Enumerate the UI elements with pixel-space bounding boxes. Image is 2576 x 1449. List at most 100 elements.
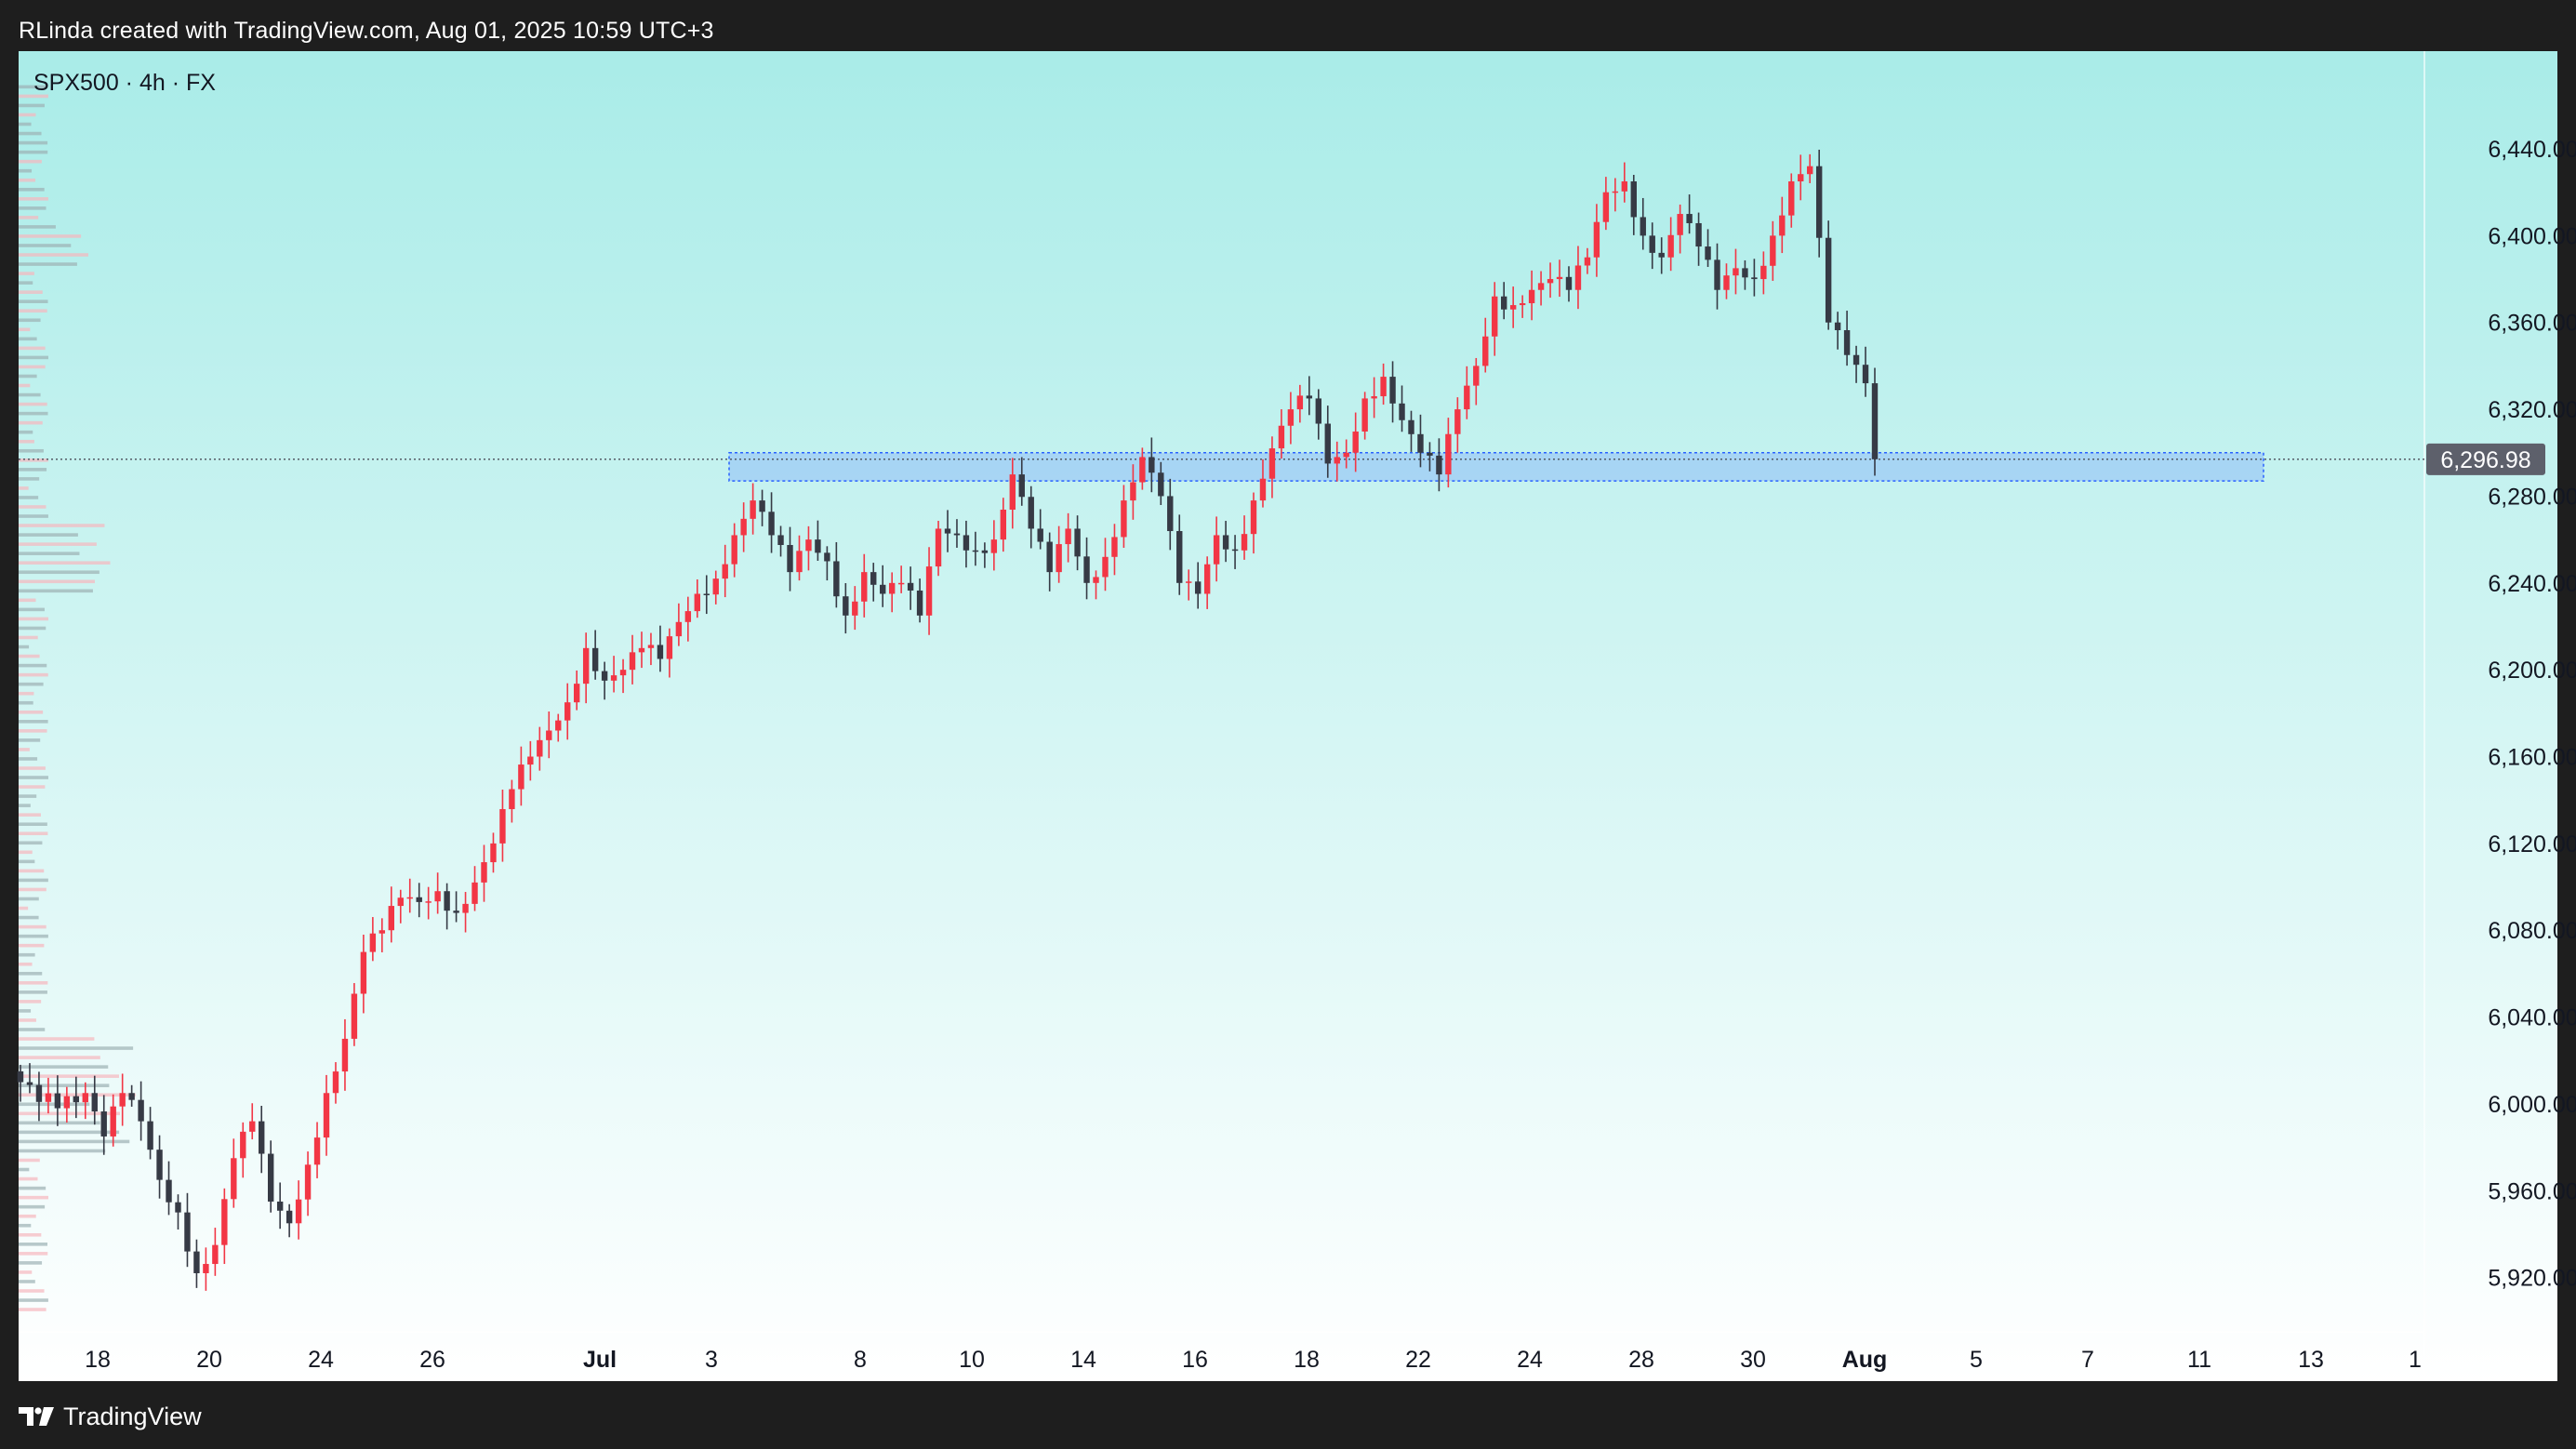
volume-profile-bar (19, 626, 46, 631)
volume-profile-bar (19, 776, 48, 779)
price-tick-label: 5,920.00 (2488, 1266, 2576, 1292)
candle (1464, 366, 1470, 419)
volume-profile-bar (19, 672, 48, 677)
volume-profile-bar (19, 813, 41, 817)
volume-profile-bar (19, 1074, 120, 1078)
tradingview-brand[interactable]: TradingView (19, 1400, 202, 1433)
candle (610, 656, 617, 693)
candle (935, 520, 942, 577)
symbol-label: SPX500 · 4h · FX (33, 70, 216, 96)
candle (1509, 286, 1517, 328)
time-tick-label: 18 (85, 1347, 111, 1373)
candle (1093, 570, 1099, 600)
volume-profile-bar (19, 439, 34, 444)
tradingview-logo-icon (19, 1407, 54, 1426)
candle (341, 1018, 349, 1091)
candle (907, 566, 914, 610)
candle (601, 661, 608, 700)
volume-profile-bar (19, 1176, 38, 1181)
volume-profile-bar (19, 1018, 36, 1022)
candle (1723, 263, 1730, 299)
candle (462, 892, 469, 933)
volume-profile-bar (19, 150, 48, 154)
candle (1278, 409, 1285, 459)
volume-profile-bar (19, 887, 46, 892)
candle (406, 878, 413, 913)
candle (249, 1103, 256, 1140)
volume-profile-bar (19, 1000, 42, 1004)
candle (1056, 525, 1062, 583)
candle (416, 883, 422, 918)
volume-profile-bar (19, 1308, 46, 1311)
candle (1602, 177, 1610, 231)
time-tick-label: 5 (1970, 1347, 1983, 1373)
candle (184, 1192, 191, 1268)
time-tick-label: 24 (308, 1347, 334, 1373)
candle (703, 575, 710, 615)
candle (1454, 397, 1461, 453)
volume-profile-bar (19, 915, 39, 920)
candle (916, 578, 923, 623)
volume-profile-bar (19, 131, 42, 136)
time-tick-label: Aug (1842, 1347, 1888, 1373)
volume-profile-bar (19, 952, 35, 957)
candle (1770, 220, 1776, 281)
volume-profile-bar (19, 1204, 46, 1209)
candle (629, 634, 636, 685)
volume-profile-bar (19, 1223, 32, 1228)
candle (1436, 438, 1442, 492)
volume-profile-bar (19, 598, 36, 603)
candle (1324, 405, 1331, 478)
volume-profile-bar (19, 1139, 130, 1144)
candle (221, 1188, 228, 1265)
candle (378, 918, 386, 952)
candle (35, 1071, 43, 1122)
volume-profile-bar (19, 579, 95, 584)
volume-profile-bar (19, 682, 44, 686)
price-tick-label: 6,240.00 (2488, 571, 2576, 597)
candle (1074, 515, 1081, 571)
candle (1203, 556, 1211, 609)
candle (852, 586, 858, 631)
candle (619, 658, 627, 694)
volume-profile-bar (19, 318, 41, 323)
volume-profile-bar (19, 505, 46, 509)
volume-profile-bar (19, 1186, 46, 1190)
candle (323, 1074, 330, 1156)
candle (740, 502, 747, 552)
candle (1825, 220, 1832, 330)
price-tick-label: 6,440.00 (2488, 137, 2576, 163)
volume-profile-bar (19, 1195, 48, 1200)
time-tick-label: 28 (1628, 1347, 1654, 1373)
candle (527, 740, 534, 781)
volume-profile-bar (19, 943, 45, 948)
candle (925, 547, 933, 635)
candle (1593, 204, 1600, 277)
candle (1065, 512, 1071, 563)
candle (1176, 514, 1183, 595)
volume-profile-bar (19, 496, 39, 499)
price-tick-label: 6,200.00 (2488, 658, 2576, 684)
candle (787, 526, 793, 592)
candle (1834, 312, 1841, 350)
time-tick-label: 30 (1740, 1347, 1766, 1373)
candle (267, 1140, 274, 1213)
candles-layer (17, 149, 1879, 1291)
time-tick-label: 26 (419, 1347, 445, 1373)
time-tick-label: 22 (1405, 1347, 1431, 1373)
volume-profile-bar (19, 168, 33, 173)
candle (147, 1107, 153, 1160)
time-tick-label: 10 (959, 1347, 985, 1373)
volume-profile-bar (19, 262, 77, 266)
volume-profile (19, 85, 136, 1311)
candle (73, 1076, 80, 1119)
price-tick-label: 5,960.00 (2488, 1178, 2576, 1204)
time-axis[interactable]: 18 20 24 26 Jul 3 8 10 14 16 18 22 24 28 30 Aug 5 7 11 13 1 (85, 1347, 2422, 1373)
volume-profile-bar (19, 253, 88, 257)
volume-profile-bar (19, 411, 48, 416)
candle (1241, 515, 1248, 560)
candle (897, 565, 905, 593)
price-axis[interactable]: 5,920.00 5,960.00 6,000.00 6,040.00 6,080.00… (2488, 137, 2576, 1292)
